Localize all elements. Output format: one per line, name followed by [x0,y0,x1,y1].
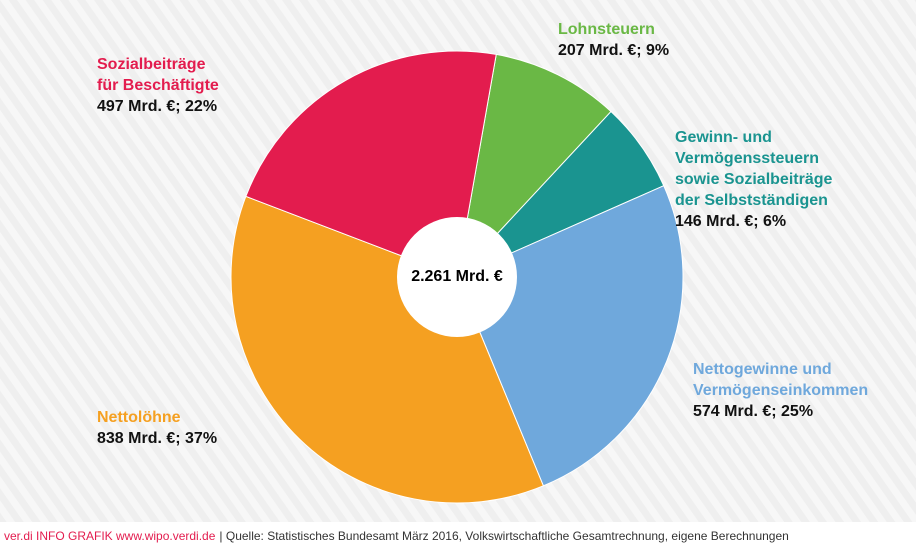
slice-label: der Selbstständigen [675,192,828,209]
wedge [456,53,612,279]
source-brand: ver.di INFO GRAFIK www.wipo.verdi.de [4,529,216,543]
value-label: 838 Mrd. €; 37% [97,430,217,447]
slice-label: Vermögenseinkommen [693,382,868,399]
slice-label: sowie Sozialbeiträge [675,171,832,188]
source: | Quelle: Statistisches Bundesamt März 2… [219,529,788,543]
donut-hole [397,217,517,337]
slice-label: für Beschäftigte [97,77,219,94]
slice-label: Nettogewinne und [693,361,832,378]
value-label: 207 Mrd. €; 9% [558,42,669,59]
wedge [245,50,497,278]
slice-label: Gewinn- und [675,129,772,146]
source-line: ver.di INFO GRAFIK www.wipo.verdi.de | Qu… [4,529,789,543]
value-label: 146 Mrd. €; 6% [675,213,786,230]
value-label: 574 Mrd. €; 25% [693,403,813,420]
center-label: 2.261 Mrd. € [411,268,503,285]
slice-label: Sozialbeiträge [97,56,206,73]
slice-label: Vermögenssteuern [675,150,819,167]
slice-label: Lohnsteuern [558,21,655,38]
footer-band [0,522,916,548]
value-label: 497 Mrd. €; 22% [97,98,217,115]
wedge [230,195,545,504]
slice-label: Nettolöhne [97,409,181,426]
